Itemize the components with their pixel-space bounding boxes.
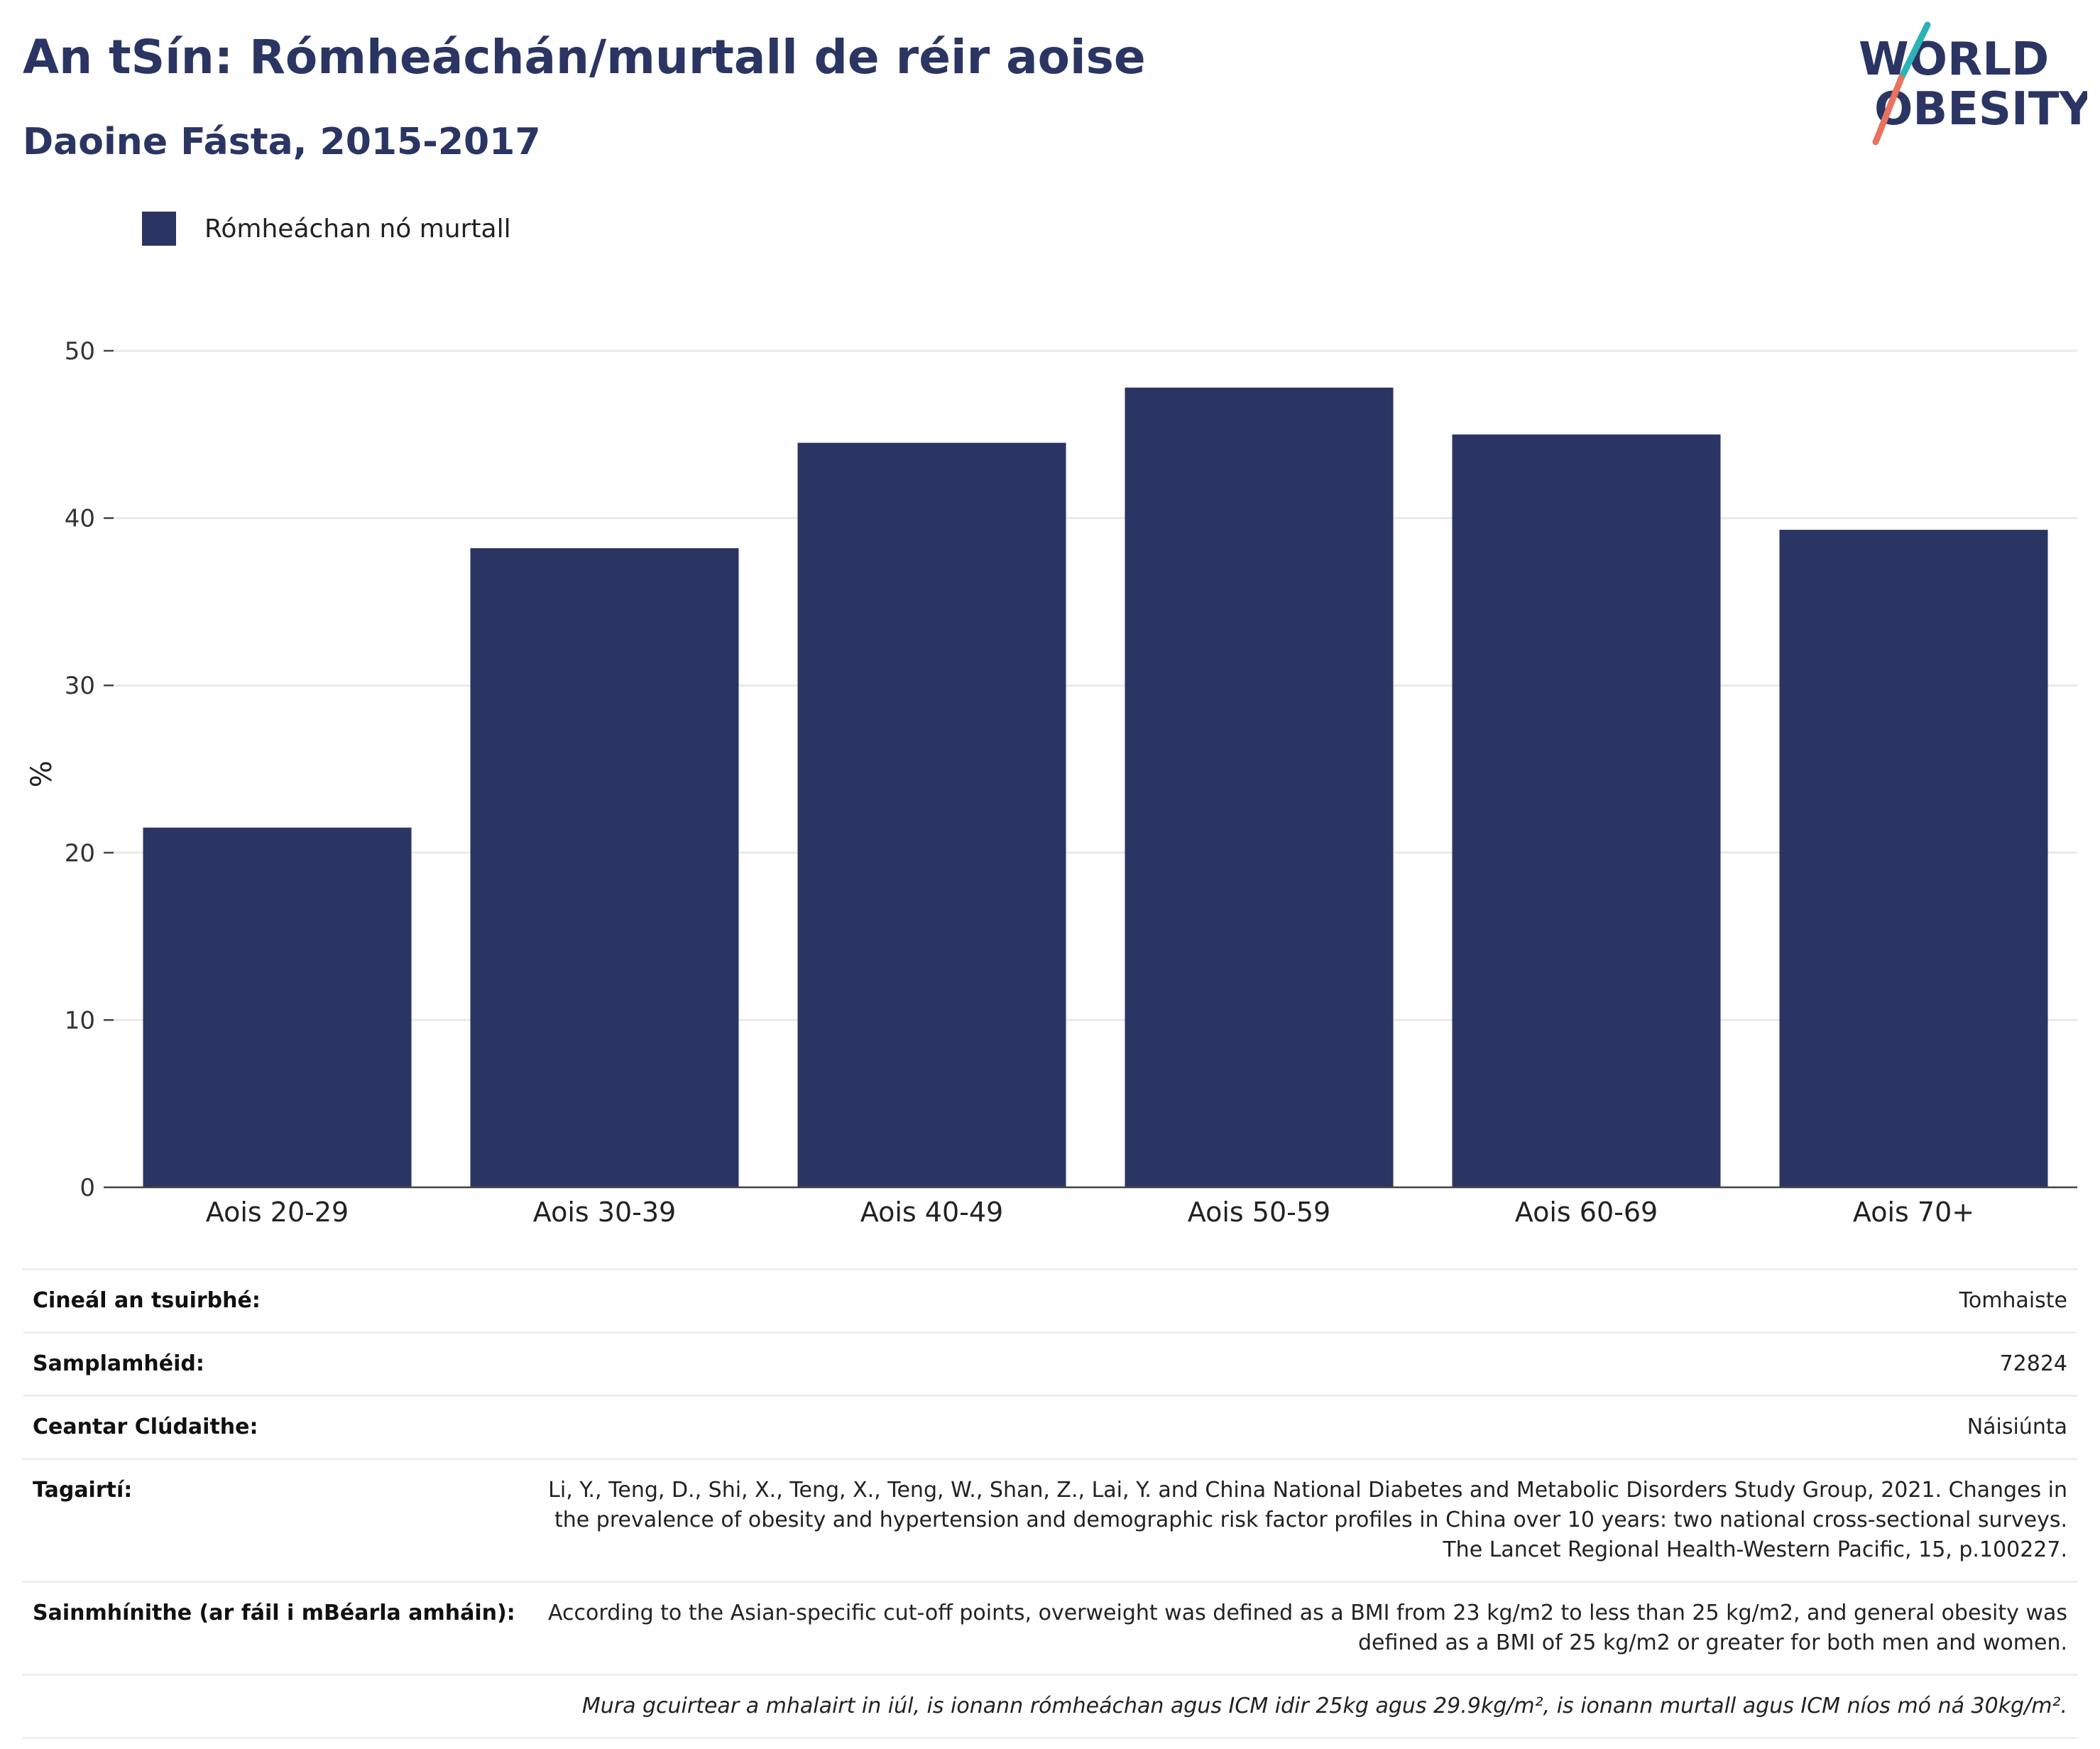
legend-swatch <box>142 212 176 246</box>
info-value: Tomhaiste <box>1959 1288 2067 1313</box>
chart-title: An tSín: Rómheáchán/murtall de réir aois… <box>23 30 1146 85</box>
y-tick-label: 0 <box>80 1174 95 1202</box>
info-row-sample-size: Samplamhéid: 72824 <box>23 1334 2077 1397</box>
info-row-definitions: Sainmhínithe (ar fáil i mBéarla amháin):… <box>23 1583 2077 1676</box>
footnote: Mura gcuirtear a mhalairt in iúl, is ion… <box>581 1694 2067 1718</box>
info-value: 72824 <box>1999 1351 2067 1376</box>
survey-info-table: Cineál an tsuirbhé: Tomhaiste Samplamhéi… <box>23 1268 2077 1739</box>
info-key: Ceantar Clúdaithe: <box>33 1415 258 1439</box>
bar[interactable] <box>1125 387 1394 1187</box>
world-obesity-logo: WORLD OBESITY <box>1859 21 2087 146</box>
y-tick-label: 30 <box>65 672 95 700</box>
info-row-footnote: Mura gcuirtear a mhalairt in iúl, is ion… <box>23 1676 2077 1739</box>
info-value: Náisiúnta <box>1967 1415 2067 1439</box>
y-tick-label: 40 <box>65 505 95 533</box>
info-key: Tagairtí: <box>33 1478 133 1503</box>
y-axis-ticks: 0 10 20 30 40 50 <box>65 337 114 1202</box>
y-axis-title: % <box>26 761 58 788</box>
info-value: Li, Y., Teng, D., Shi, X., Teng, X., Ten… <box>548 1478 2067 1562</box>
info-row-survey-type: Cineál an tsuirbhé: Tomhaiste <box>23 1270 2077 1334</box>
y-tick-label: 20 <box>65 839 95 868</box>
info-row-area-covered: Ceantar Clúdaithe: Náisiúnta <box>23 1397 2077 1460</box>
logo-slash-top <box>1898 21 1931 82</box>
info-row-references: Tagairtí: Li, Y., Teng, D., Shi, X., Ten… <box>23 1460 2077 1583</box>
x-tick-label: Aois 40-49 <box>860 1197 1003 1228</box>
bar-chart: 0 10 20 30 40 50 Aois 20-29 Aois 30-39 Aois 40-… <box>26 337 2077 1228</box>
legend[interactable]: Rómheáchan nó murtall <box>142 212 511 246</box>
bar[interactable] <box>1779 530 2048 1187</box>
x-tick-label: Aois 70+ <box>1853 1197 1974 1228</box>
logo-line1: WORLD <box>1859 33 2049 86</box>
info-key: Cineál an tsuirbhé: <box>33 1288 261 1313</box>
info-value: According to the Asian-specific cut-off … <box>548 1601 2067 1655</box>
y-tick-label: 10 <box>65 1006 95 1035</box>
bars <box>143 387 2048 1187</box>
bar[interactable] <box>143 827 412 1187</box>
logo-line2: OBESITY <box>1874 83 2087 136</box>
info-key: Samplamhéid: <box>33 1351 204 1376</box>
chart-subtitle: Daoine Fásta, 2015-2017 <box>23 121 541 163</box>
logo-slash-bottom <box>1872 75 1905 146</box>
bar[interactable] <box>797 442 1066 1187</box>
y-tick-label: 50 <box>65 337 95 366</box>
gridlines <box>114 349 2077 1021</box>
x-axis-ticks: Aois 20-29 Aois 30-39 Aois 40-49 Aois 50-59… <box>206 1197 1974 1228</box>
bar[interactable] <box>1452 434 1721 1187</box>
x-tick-label: Aois 60-69 <box>1515 1197 1658 1228</box>
x-tick-label: Aois 50-59 <box>1188 1197 1330 1228</box>
x-tick-label: Aois 20-29 <box>206 1197 349 1228</box>
bar[interactable] <box>470 548 739 1187</box>
x-tick-label: Aois 30-39 <box>533 1197 676 1228</box>
info-key: Sainmhínithe (ar fáil i mBéarla amháin): <box>33 1601 515 1625</box>
legend-label: Rómheáchan nó murtall <box>204 214 511 244</box>
